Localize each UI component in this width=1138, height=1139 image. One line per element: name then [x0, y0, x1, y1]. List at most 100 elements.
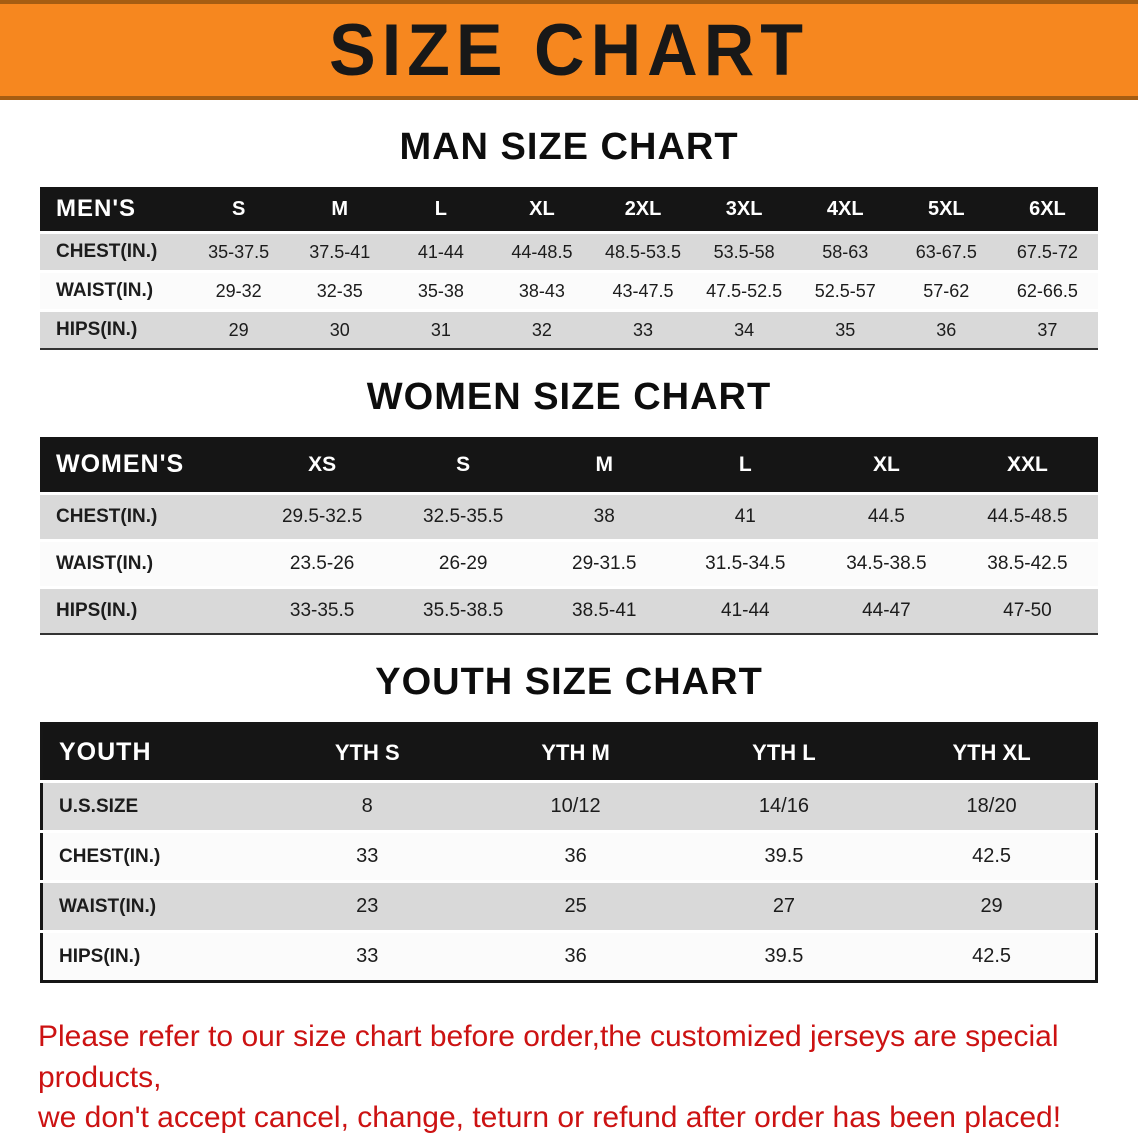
- size-value: 34.5-38.5: [815, 539, 957, 588]
- row-label: HIPS(IN.): [41, 930, 264, 982]
- size-value: 31.5-34.5: [674, 539, 816, 588]
- size-value: 30: [289, 309, 391, 349]
- size-value: 57-62: [895, 270, 997, 311]
- size-value: 53.5-58: [693, 231, 795, 272]
- size-value: 36: [895, 309, 997, 349]
- women-size-table: WOMEN'S XS S M L XL XXL CHEST(IN.) 29.5-32.5 32.5…: [40, 437, 1098, 635]
- size-column-header: L: [674, 437, 816, 494]
- size-value: 35-38: [390, 270, 492, 311]
- section-youth: YOUTH SIZE CHART YOUTH YTH S YTH M YTH L YTH …: [0, 661, 1138, 983]
- size-value: 38.5-41: [533, 586, 675, 634]
- size-column-header: XL: [815, 437, 957, 494]
- size-value: 39.5: [679, 830, 889, 882]
- size-column-header: XL: [491, 187, 593, 233]
- men-size-table: MEN'S S M L XL 2XL 3XL 4XL 5XL 6XL CHEST(IN.) 35-37…: [40, 187, 1098, 350]
- size-value: 32-35: [289, 270, 391, 311]
- table-title-cell: MEN'S: [40, 187, 189, 233]
- size-value: 47.5-52.5: [693, 270, 795, 311]
- row-label: CHEST(IN.): [40, 231, 189, 272]
- size-value: 41-44: [390, 231, 492, 272]
- size-column-header: 3XL: [693, 187, 795, 233]
- measurement-row: CHEST(IN.) 35-37.5 37.5-41 41-44 44-48.5 48.5…: [40, 231, 1098, 272]
- size-column-header: S: [392, 437, 534, 494]
- size-column-header: YTH M: [471, 723, 680, 782]
- measurement-row: WAIST(IN.) 29-32 32-35 35-38 38-43 43-47.5 47.…: [40, 270, 1098, 311]
- size-value: 10/12: [471, 780, 680, 832]
- measurement-row: HIPS(IN.) 33-35.5 35.5-38.5 38.5-41 41-44 44-…: [40, 586, 1098, 634]
- size-column-header: 4XL: [794, 187, 896, 233]
- size-column-header: L: [390, 187, 492, 233]
- size-column-header: M: [533, 437, 675, 494]
- size-value: 23.5-26: [251, 539, 393, 588]
- size-value: 8: [263, 780, 472, 832]
- size-column-header: XXL: [956, 437, 1098, 494]
- table-title-cell: YOUTH: [41, 723, 264, 782]
- row-label: CHEST(IN.): [40, 492, 252, 541]
- youth-header-row: YOUTH YTH S YTH M YTH L YTH XL: [41, 723, 1097, 782]
- size-value: 23: [263, 880, 472, 932]
- size-value: 38.5-42.5: [956, 539, 1098, 588]
- size-value: 29-32: [188, 270, 290, 311]
- size-column-header: 2XL: [592, 187, 694, 233]
- row-label: WAIST(IN.): [40, 270, 189, 311]
- measurement-row: HIPS(IN.) 29 30 31 32 33 34 35 36 37: [40, 309, 1098, 349]
- size-column-header: YTH L: [679, 723, 889, 782]
- size-value: 27: [679, 880, 889, 932]
- section-men: MAN SIZE CHART MEN'S S M L XL 2XL 3XL 4XL 5XL 6XL C…: [0, 126, 1138, 350]
- row-label: HIPS(IN.): [40, 309, 189, 349]
- size-value: 31: [390, 309, 492, 349]
- size-value: 67.5-72: [996, 231, 1098, 272]
- size-column-header: M: [289, 187, 391, 233]
- size-value: 52.5-57: [794, 270, 896, 311]
- section-women: WOMEN SIZE CHART WOMEN'S XS S M L XL XXL CHEST(I…: [0, 376, 1138, 635]
- men-section-heading: MAN SIZE CHART: [399, 126, 739, 168]
- size-value: 14/16: [679, 780, 889, 832]
- measurement-row: WAIST(IN.) 23.5-26 26-29 29-31.5 31.5-34.5 34…: [40, 539, 1098, 588]
- size-value: 36: [471, 830, 680, 882]
- size-value: 26-29: [392, 539, 534, 588]
- size-value: 58-63: [794, 231, 896, 272]
- disclaimer-line-2: we don't accept cancel, change, teturn o…: [38, 1101, 1062, 1134]
- size-value: 18/20: [888, 780, 1097, 832]
- size-value: 29-31.5: [533, 539, 675, 588]
- size-value: 29: [888, 880, 1097, 932]
- table-title-cell: WOMEN'S: [40, 437, 252, 494]
- size-value: 29: [188, 309, 290, 349]
- row-label: HIPS(IN.): [40, 586, 252, 634]
- size-value: 39.5: [679, 930, 889, 982]
- size-value: 32: [491, 309, 593, 349]
- size-value: 38-43: [491, 270, 593, 311]
- size-value: 33-35.5: [251, 586, 393, 634]
- youth-section-heading: YOUTH SIZE CHART: [375, 661, 763, 703]
- size-column-header: 5XL: [895, 187, 997, 233]
- size-value: 42.5: [888, 930, 1097, 982]
- size-value: 38: [533, 492, 675, 541]
- size-column-header: YTH XL: [888, 723, 1097, 782]
- row-label: CHEST(IN.): [41, 830, 264, 882]
- banner-title: SIZE CHART: [329, 9, 809, 91]
- measurement-row: U.S.SIZE 8 10/12 14/16 18/20: [41, 780, 1097, 832]
- disclaimer-line-1: Please refer to our size chart before or…: [38, 1020, 1059, 1094]
- size-value: 35.5-38.5: [392, 586, 534, 634]
- size-value: 63-67.5: [895, 231, 997, 272]
- row-label: WAIST(IN.): [40, 539, 252, 588]
- size-value: 47-50: [956, 586, 1098, 634]
- measurement-row: HIPS(IN.) 33 36 39.5 42.5: [41, 930, 1097, 982]
- measurement-row: CHEST(IN.) 29.5-32.5 32.5-35.5 38 41 44.5 44.5…: [40, 492, 1098, 541]
- size-value: 37.5-41: [289, 231, 391, 272]
- size-value: 33: [263, 930, 472, 982]
- size-value: 44.5: [815, 492, 957, 541]
- size-value: 35: [794, 309, 896, 349]
- size-value: 44-47: [815, 586, 957, 634]
- size-value: 29.5-32.5: [251, 492, 393, 541]
- size-value: 44-48.5: [491, 231, 593, 272]
- size-column-header: 6XL: [996, 187, 1098, 233]
- size-value: 36: [471, 930, 680, 982]
- size-value: 32.5-35.5: [392, 492, 534, 541]
- size-column-header: S: [188, 187, 290, 233]
- disclaimer-note: Please refer to our size chart before or…: [38, 1017, 1100, 1139]
- size-value: 37: [996, 309, 1098, 349]
- measurement-row: CHEST(IN.) 33 36 39.5 42.5: [41, 830, 1097, 882]
- size-value: 48.5-53.5: [592, 231, 694, 272]
